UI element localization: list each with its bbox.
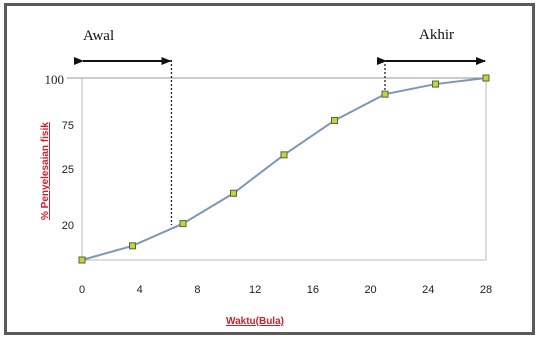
x-axis-label: Waktu(Bula) <box>226 316 284 327</box>
data-point <box>280 151 288 159</box>
data-point <box>432 80 439 88</box>
data-point <box>482 74 490 82</box>
end-label: Akhir <box>419 27 454 43</box>
start-label: Awal <box>83 28 114 44</box>
x-tick-label: 0 <box>79 284 85 296</box>
y-tick-label: 75 <box>62 120 74 132</box>
plot-area <box>81 77 487 261</box>
data-point <box>331 116 338 124</box>
y-tick-label: 20 <box>62 220 74 232</box>
x-tick-label: 4 <box>137 284 143 296</box>
data-point <box>78 256 86 264</box>
x-tick-label: 16 <box>307 284 319 296</box>
x-tick-label: 12 <box>249 284 261 296</box>
x-tick-label: 20 <box>364 284 376 296</box>
data-point <box>381 90 389 98</box>
series-line <box>81 77 487 261</box>
data-point <box>129 242 136 250</box>
data-point <box>179 220 187 228</box>
x-tick-label: 28 <box>480 284 492 296</box>
y-tick-label: 100 <box>45 72 65 87</box>
x-tick-label: 24 <box>422 284 434 296</box>
data-point <box>230 189 237 197</box>
y-tick-label: 25 <box>62 164 74 176</box>
y-axis-label: % Penyelesaian fisik <box>40 122 51 220</box>
x-tick-label: 8 <box>194 284 200 296</box>
